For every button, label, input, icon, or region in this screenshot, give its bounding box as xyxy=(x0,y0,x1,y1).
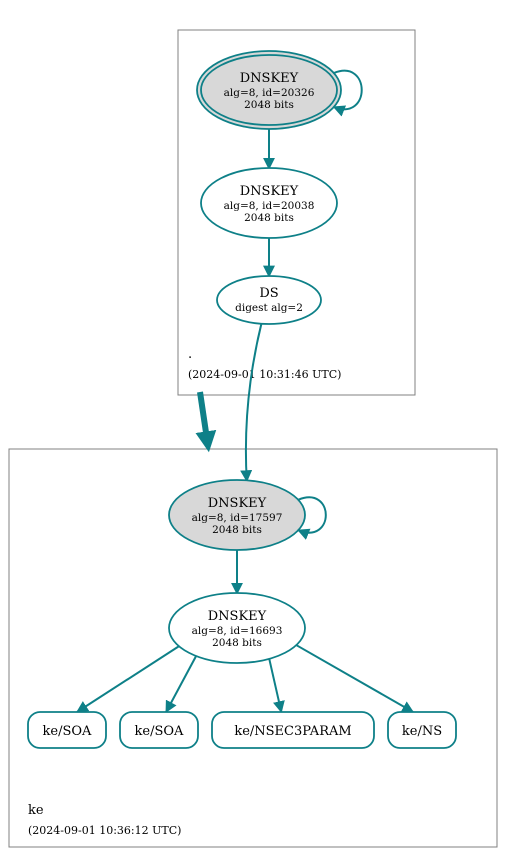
root_zsk-sub1: alg=8, id=20038 xyxy=(224,200,315,212)
zone-delegation-arrow xyxy=(200,392,208,446)
ke_ns-label: ke/NS xyxy=(402,724,442,739)
root_zsk: DNSKEYalg=8, id=200382048 bits xyxy=(201,168,337,238)
root_zone-time: (2024-09-01 10:31:46 UTC) xyxy=(188,368,341,381)
ke_ksk-title: DNSKEY xyxy=(208,496,267,511)
root_ds-sub1: digest alg=2 xyxy=(235,302,303,314)
ke_nsec: ke/NSEC3PARAM xyxy=(212,712,374,748)
ke_soa2: ke/SOA xyxy=(120,712,198,748)
root_ksk: DNSKEYalg=8, id=203262048 bits xyxy=(197,51,362,129)
ke_zone-label: ke xyxy=(28,803,44,818)
edge-ke_zsk-ke_ns xyxy=(295,645,413,712)
ke_zsk: DNSKEYalg=8, id=166932048 bits xyxy=(169,593,305,663)
root_ds: DSdigest alg=2 xyxy=(217,276,321,324)
ke_ns: ke/NS xyxy=(388,712,456,748)
ke_soa2-label: ke/SOA xyxy=(135,724,185,739)
ke_zsk-sub1: alg=8, id=16693 xyxy=(192,625,283,637)
edge-ke_zsk-ke_soa2 xyxy=(166,655,196,712)
root_zsk-sub2: 2048 bits xyxy=(244,212,294,224)
root_ksk-sub1: alg=8, id=20326 xyxy=(224,87,315,99)
root_ksk-sub2: 2048 bits xyxy=(244,99,294,111)
ke_zone-time: (2024-09-01 10:36:12 UTC) xyxy=(28,824,181,837)
ke_nsec-label: ke/NSEC3PARAM xyxy=(234,724,351,739)
root_ksk-title: DNSKEY xyxy=(240,71,299,86)
root_ds-title: DS xyxy=(259,286,278,301)
ke_ksk: DNSKEYalg=8, id=175972048 bits xyxy=(169,480,326,550)
ke_ksk-sub2: 2048 bits xyxy=(212,524,262,536)
root_zone-label: . xyxy=(188,347,192,362)
ke_zsk-sub2: 2048 bits xyxy=(212,637,262,649)
ke_zsk-title: DNSKEY xyxy=(208,609,267,624)
edge-ke_zsk-ke_soa1 xyxy=(77,646,180,712)
edge-root_ds-ke_ksk xyxy=(246,323,262,481)
ke_ksk-sub1: alg=8, id=17597 xyxy=(192,512,283,524)
ke_soa1: ke/SOA xyxy=(28,712,106,748)
root_zsk-title: DNSKEY xyxy=(240,184,299,199)
dnssec-diagram: . (2024-09-01 10:31:46 UTC) ke (2024-09-01 … xyxy=(0,0,509,865)
ke_soa1-label: ke/SOA xyxy=(43,724,93,739)
edge-ke_zsk-ke_nsec xyxy=(269,658,281,712)
